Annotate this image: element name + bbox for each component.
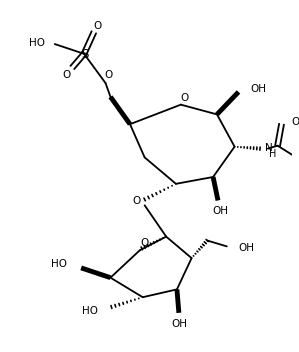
Text: OH: OH [239,243,254,253]
Text: O: O [133,196,141,206]
Text: H: H [269,150,276,159]
Text: O: O [104,70,113,80]
Text: O: O [94,21,102,31]
Text: OH: OH [250,84,266,94]
Text: S: S [81,48,89,61]
Text: HO: HO [29,38,45,48]
Text: O: O [181,93,189,103]
Text: OH: OH [172,319,188,329]
Text: O: O [141,238,149,249]
Text: HO: HO [82,306,98,316]
Text: HO: HO [51,259,68,269]
Text: OH: OH [212,206,228,216]
Text: N: N [265,143,273,153]
Text: O: O [62,70,71,80]
Text: O: O [291,117,299,127]
